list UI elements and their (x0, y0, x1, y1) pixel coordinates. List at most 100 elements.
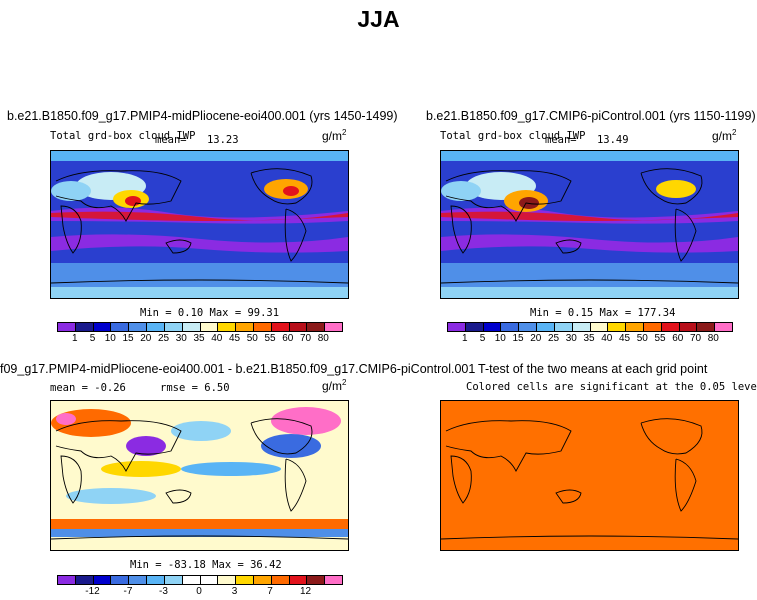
colorbar-label: 15 (122, 333, 134, 344)
colorbar-label: 35 (193, 333, 205, 344)
colorbar-swatch (236, 576, 254, 584)
panel2-southern-band (441, 263, 738, 287)
panel2-tibet-core (519, 197, 539, 209)
panel1-units: g/m2 (322, 128, 346, 143)
colorbar-label: 12 (299, 586, 312, 597)
colorbar-label: 20 (530, 333, 542, 344)
panel1-map-svg (51, 151, 348, 298)
colorbar-swatch (307, 323, 326, 331)
panel1-europe-cloud (51, 181, 91, 201)
colorbar-swatch (679, 323, 698, 331)
colorbar-label: 10 (494, 333, 506, 344)
panel3-arctic-max (271, 407, 341, 435)
colorbar-label: 70 (689, 333, 702, 344)
colorbar-swatch (236, 323, 254, 331)
colorbar-swatch (608, 323, 627, 331)
panel3-units-text: g/m (322, 379, 343, 393)
colorbar-label: 30 (175, 333, 187, 344)
colorbar-swatch (271, 576, 290, 584)
colorbar-label: 20 (140, 333, 152, 344)
colorbar-swatch (289, 576, 308, 584)
colorbar-label: -7 (123, 586, 133, 597)
panel1-ss-subtropic-min (51, 234, 348, 253)
colorbar-swatch (643, 323, 662, 331)
colorbar-swatch (58, 323, 76, 331)
colorbar-swatch (572, 323, 591, 331)
colorbar-swatch (75, 323, 94, 331)
colorbar-label: 10 (104, 333, 116, 344)
panel2-map (440, 150, 739, 299)
colorbar-swatch (325, 576, 342, 584)
colorbar-swatch (182, 576, 201, 584)
colorbar-swatch (483, 323, 502, 331)
panel1-mean: mean= 13.23 (155, 134, 239, 146)
panel3-pacific-neg (171, 421, 231, 441)
panel2-minmax: Min = 0.15 Max = 177.34 (530, 307, 676, 319)
panel3-colorbar (57, 575, 343, 585)
panel1-arctic-band (51, 151, 348, 161)
colorbar-swatch (93, 576, 112, 584)
colorbar-swatch (111, 576, 130, 584)
colorbar-swatch (75, 576, 94, 584)
panel2-units: g/m2 (712, 128, 736, 143)
colorbar-swatch (129, 576, 148, 584)
colorbar-swatch (626, 323, 644, 331)
colorbar-label: 5 (89, 333, 96, 344)
colorbar-label: -12 (85, 586, 100, 597)
panel2-mean-label: mean= (545, 134, 577, 146)
colorbar-label: 30 (565, 333, 577, 344)
colorbar-label: 70 (299, 333, 312, 344)
panel1-case-title: b.e21.B1850.f09_g17.PMIP4-midPliocene-eo… (7, 109, 398, 123)
panel2-mean: mean= 13.49 (545, 134, 629, 146)
panel3-minmax: Min = -83.18 Max = 36.42 (130, 559, 282, 571)
colorbar-swatch (307, 576, 326, 584)
colorbar-label: 80 (707, 333, 719, 344)
panel2-itcz (441, 211, 738, 221)
colorbar-label: 25 (547, 333, 560, 344)
colorbar-swatch (661, 323, 680, 331)
colorbar-label: 15 (512, 333, 524, 344)
colorbar-label: 35 (583, 333, 595, 344)
colorbar-swatch (325, 323, 342, 331)
colorbar-label: 1 (461, 333, 468, 344)
colorbar-swatch (147, 323, 165, 331)
panel2-europe-cloud (441, 181, 481, 201)
colorbar-label: 5 (479, 333, 486, 344)
colorbar-label: 3 (231, 586, 238, 597)
panel1-minmax: Min = 0.10 Max = 99.31 (140, 307, 280, 319)
panel2-variable: Total grd-box cloud IWP (440, 130, 586, 142)
colorbar-label: 25 (157, 333, 170, 344)
colorbar-label: 40 (601, 333, 613, 344)
panel2-namerica-cloud (656, 180, 696, 198)
panel3-sh-neg (66, 488, 156, 504)
panel4-significance-fill (441, 401, 738, 550)
panel2-ss-subtropic-min (441, 234, 738, 253)
panel3-equator-pos (101, 461, 181, 477)
panel4-coastlines (441, 418, 738, 540)
colorbar-swatch (715, 323, 732, 331)
panel2-case-title: b.e21.B1850.f09_g17.CMIP6-piControl.001 … (426, 109, 756, 123)
panel3-units: g/m2 (322, 378, 346, 393)
panel1-namerica-core (283, 186, 299, 196)
panel3-map-svg (51, 401, 348, 550)
panel1-tibet-core (125, 196, 141, 206)
panel3-mean: mean = -0.26 (50, 382, 126, 394)
colorbar-swatch (218, 323, 237, 331)
panel2-colorbar-labels: 1 5 10 15 20 25 30 35 40 45 50 55 60 70 80 (447, 333, 731, 347)
colorbar-label: 55 (654, 333, 666, 344)
panel3-case-title: f09_g17.PMIP4-midPliocene-eoi400.001 - b… (0, 362, 476, 376)
panel1-coastlines (51, 168, 348, 284)
colorbar-swatch (200, 323, 219, 331)
panel2-arctic-band (441, 151, 738, 161)
panel1-units-text: g/m (322, 129, 343, 143)
colorbar-swatch (218, 576, 237, 584)
colorbar-label: 55 (264, 333, 276, 344)
panel3-colorbar-labels: -12 -7 -3 0 3 7 12 (57, 586, 341, 600)
panel3-map (50, 400, 349, 551)
colorbar-swatch (590, 323, 609, 331)
panel3-europe-max (56, 413, 76, 425)
panel3-asia-neg (126, 436, 166, 456)
panel4-map-svg (441, 401, 738, 550)
colorbar-swatch (537, 323, 555, 331)
colorbar-label: -3 (159, 586, 168, 597)
